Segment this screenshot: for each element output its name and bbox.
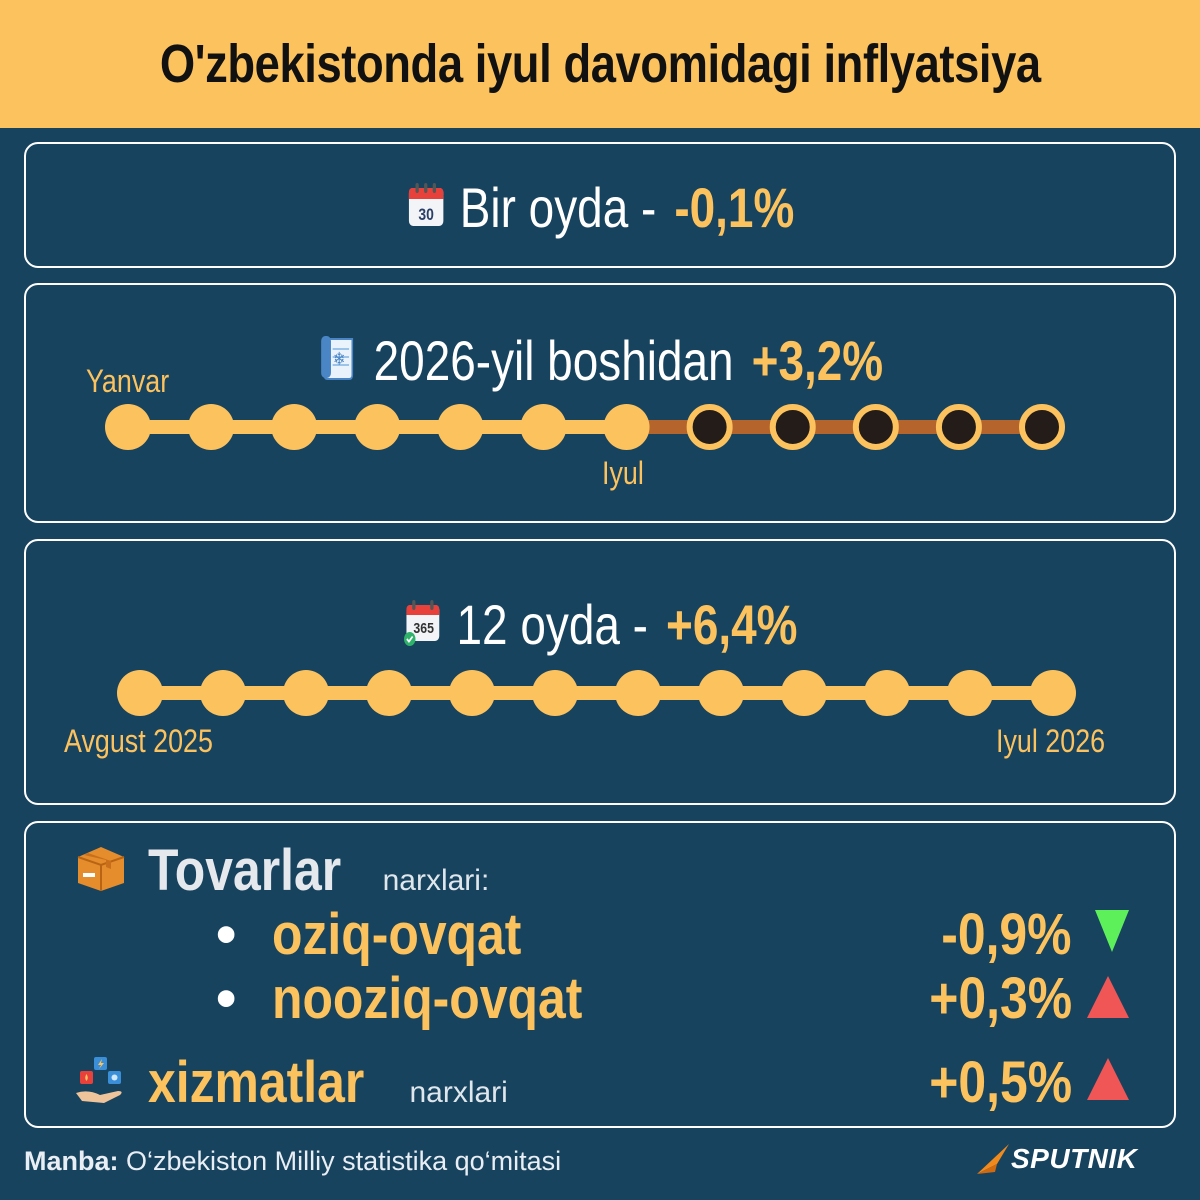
sputnik-logo: SPUTNIK: [975, 1142, 1137, 1176]
month-dot-remaining: [769, 404, 816, 450]
month-dot: [449, 670, 495, 716]
services-suffix: narxlari: [409, 1076, 508, 1109]
monthly-headline: 30 Bir oyda - -0,1%: [26, 175, 1174, 239]
services-row: xizmatlar narxlari: [74, 1049, 508, 1116]
goods-item-nonfood: • nooziq-ovqat: [216, 965, 633, 1032]
month-dot-remaining: [852, 404, 899, 450]
goods-item-value: +0,3%: [929, 966, 1072, 1031]
goods-item-name: nooziq-ovqat: [272, 966, 583, 1031]
month-dot: [117, 670, 163, 716]
month-dot-remaining: [935, 404, 982, 450]
svg-text:365: 365: [414, 619, 435, 635]
box-icon: [74, 843, 128, 898]
month-dot-elapsed: [437, 404, 484, 450]
ytd-value: +3,2%: [751, 328, 884, 392]
annual-value: +6,4%: [666, 592, 798, 656]
page-title: O'zbekistonda iyul davomidagi inflyatsiy…: [159, 34, 1041, 94]
month-dot-elapsed: [354, 404, 401, 450]
brand-name: SPUTNIK: [1011, 1143, 1138, 1174]
bullet: •: [216, 966, 237, 1031]
month-dot-remaining: [686, 404, 733, 450]
month-dot: [615, 670, 661, 716]
month-dot-elapsed: [520, 404, 567, 450]
month-dot: [1030, 670, 1076, 716]
month-dot: [283, 670, 329, 716]
ytd-card: ❄ 2026-yil boshidan +3,2% Yanvar Iyul: [24, 283, 1176, 523]
calendar-365-icon: 365: [402, 597, 443, 652]
calendar-page-icon: ❄: [317, 331, 361, 390]
annual-label: 12 oyda -: [456, 592, 649, 656]
month-dot-elapsed: [603, 404, 650, 450]
ytd-current-label: Iyul: [602, 455, 644, 491]
services-icon: [74, 1055, 128, 1110]
month-dot: [366, 670, 412, 716]
goods-item-name: oziq-ovqat: [272, 902, 522, 967]
source-text: O‘zbekiston Milliy statistika qo‘mitasi: [126, 1146, 562, 1176]
sputnik-logo-icon: [977, 1144, 1009, 1174]
trend-up-icon: [1087, 1058, 1129, 1100]
goods-item-value: -0,9%: [941, 902, 1072, 967]
month-dot: [698, 670, 744, 716]
svg-text:30: 30: [418, 205, 433, 224]
goods-item-food: • oziq-ovqat: [216, 901, 562, 968]
month-dot: [781, 670, 827, 716]
month-dot-elapsed: [105, 404, 151, 450]
goods-row: Tovarlar narxlari:: [74, 837, 489, 904]
source-note: Manba: O‘zbekiston Milliy statistika qo‘…: [24, 1146, 561, 1177]
month-dot: [864, 670, 910, 716]
month-dot-elapsed: [271, 404, 318, 450]
annual-start-label: Avgust 2025: [64, 723, 213, 759]
source-label: Manba:: [24, 1146, 119, 1176]
annual-timeline: [117, 670, 1076, 716]
ytd-start-label: Yanvar: [86, 363, 170, 399]
trend-up-icon: [1087, 976, 1129, 1018]
ytd-timeline: [105, 404, 1065, 450]
bullet: •: [216, 902, 237, 967]
monthly-value: -0,1%: [674, 175, 795, 239]
services-value: +0,5%: [929, 1050, 1072, 1115]
breakdown-card: Tovarlar narxlari: • oziq-ovqat -0,9% • …: [24, 821, 1176, 1128]
trend-down-icon: [1095, 910, 1129, 952]
annual-headline: 365 12 oyda - +6,4%: [26, 592, 1174, 656]
ytd-headline: ❄ 2026-yil boshidan +3,2%: [26, 328, 1174, 392]
month-dot: [532, 670, 578, 716]
month-dot-elapsed: [188, 404, 235, 450]
goods-suffix: narxlari:: [382, 864, 490, 897]
annual-end-label: Iyul 2026: [996, 723, 1106, 759]
goods-title: Tovarlar: [148, 838, 342, 903]
title-bar: O'zbekistonda iyul davomidagi inflyatsiy…: [0, 0, 1200, 128]
svg-text:❄: ❄: [333, 348, 345, 369]
month-dot-remaining: [1019, 404, 1065, 450]
month-dot: [947, 670, 993, 716]
calendar-30-icon: 30: [406, 180, 447, 235]
annual-card: 365 12 oyda - +6,4% Avgust 2025 Iyul 202…: [24, 539, 1176, 805]
month-dot: [200, 670, 246, 716]
monthly-card: 30 Bir oyda - -0,1%: [24, 142, 1176, 268]
services-title: xizmatlar: [148, 1050, 365, 1115]
monthly-label: Bir oyda -: [459, 175, 657, 239]
ytd-label: 2026-yil boshidan: [373, 328, 734, 392]
